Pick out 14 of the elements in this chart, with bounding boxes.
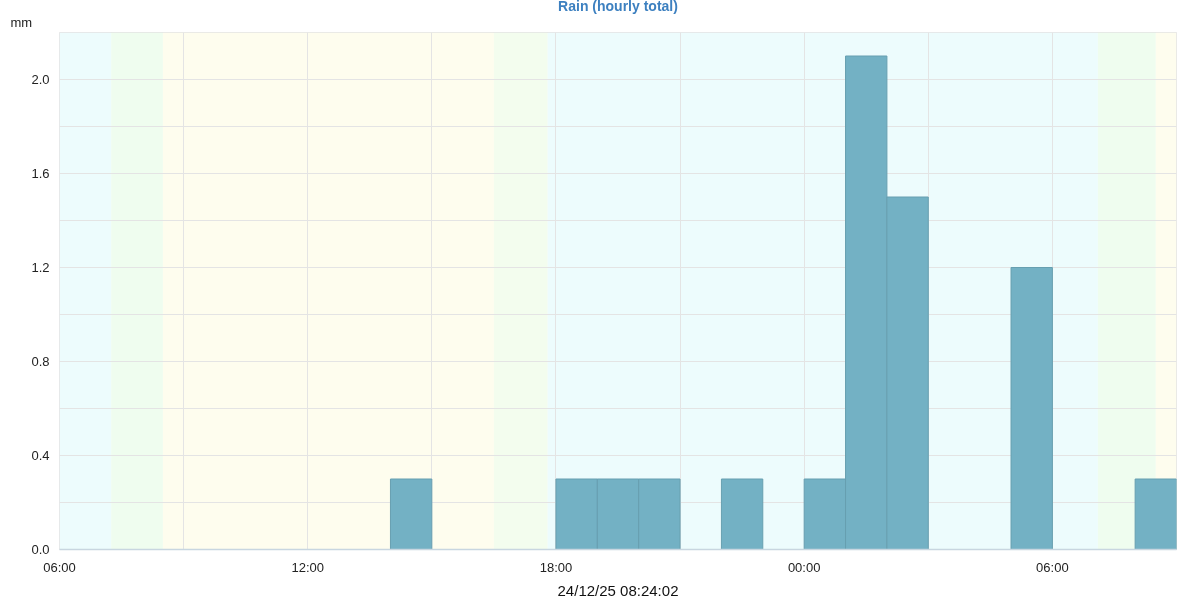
y-tick-label: 1.2 [31,260,50,275]
chart-title: Rain (hourly total) [558,0,678,14]
y-tick-label: 0.0 [31,542,50,557]
text: 24/12/25 08:24:02 [557,581,679,599]
y-tick-label: 0.4 [31,448,50,463]
y-tick-label: 1.6 [31,166,50,181]
x-tick-label: 12:00 [291,559,324,575]
y-tick-label: 2.0 [31,72,50,87]
y-axis-title: mm [10,14,33,30]
x-tick-label: 00:00 [787,559,821,575]
x-tick-label: 18:00 [539,559,573,575]
x-tick-label: 06:00 [1036,559,1069,575]
x-tick-label: 06:00 [43,559,76,575]
y-tick-label: 0.8 [31,354,50,369]
